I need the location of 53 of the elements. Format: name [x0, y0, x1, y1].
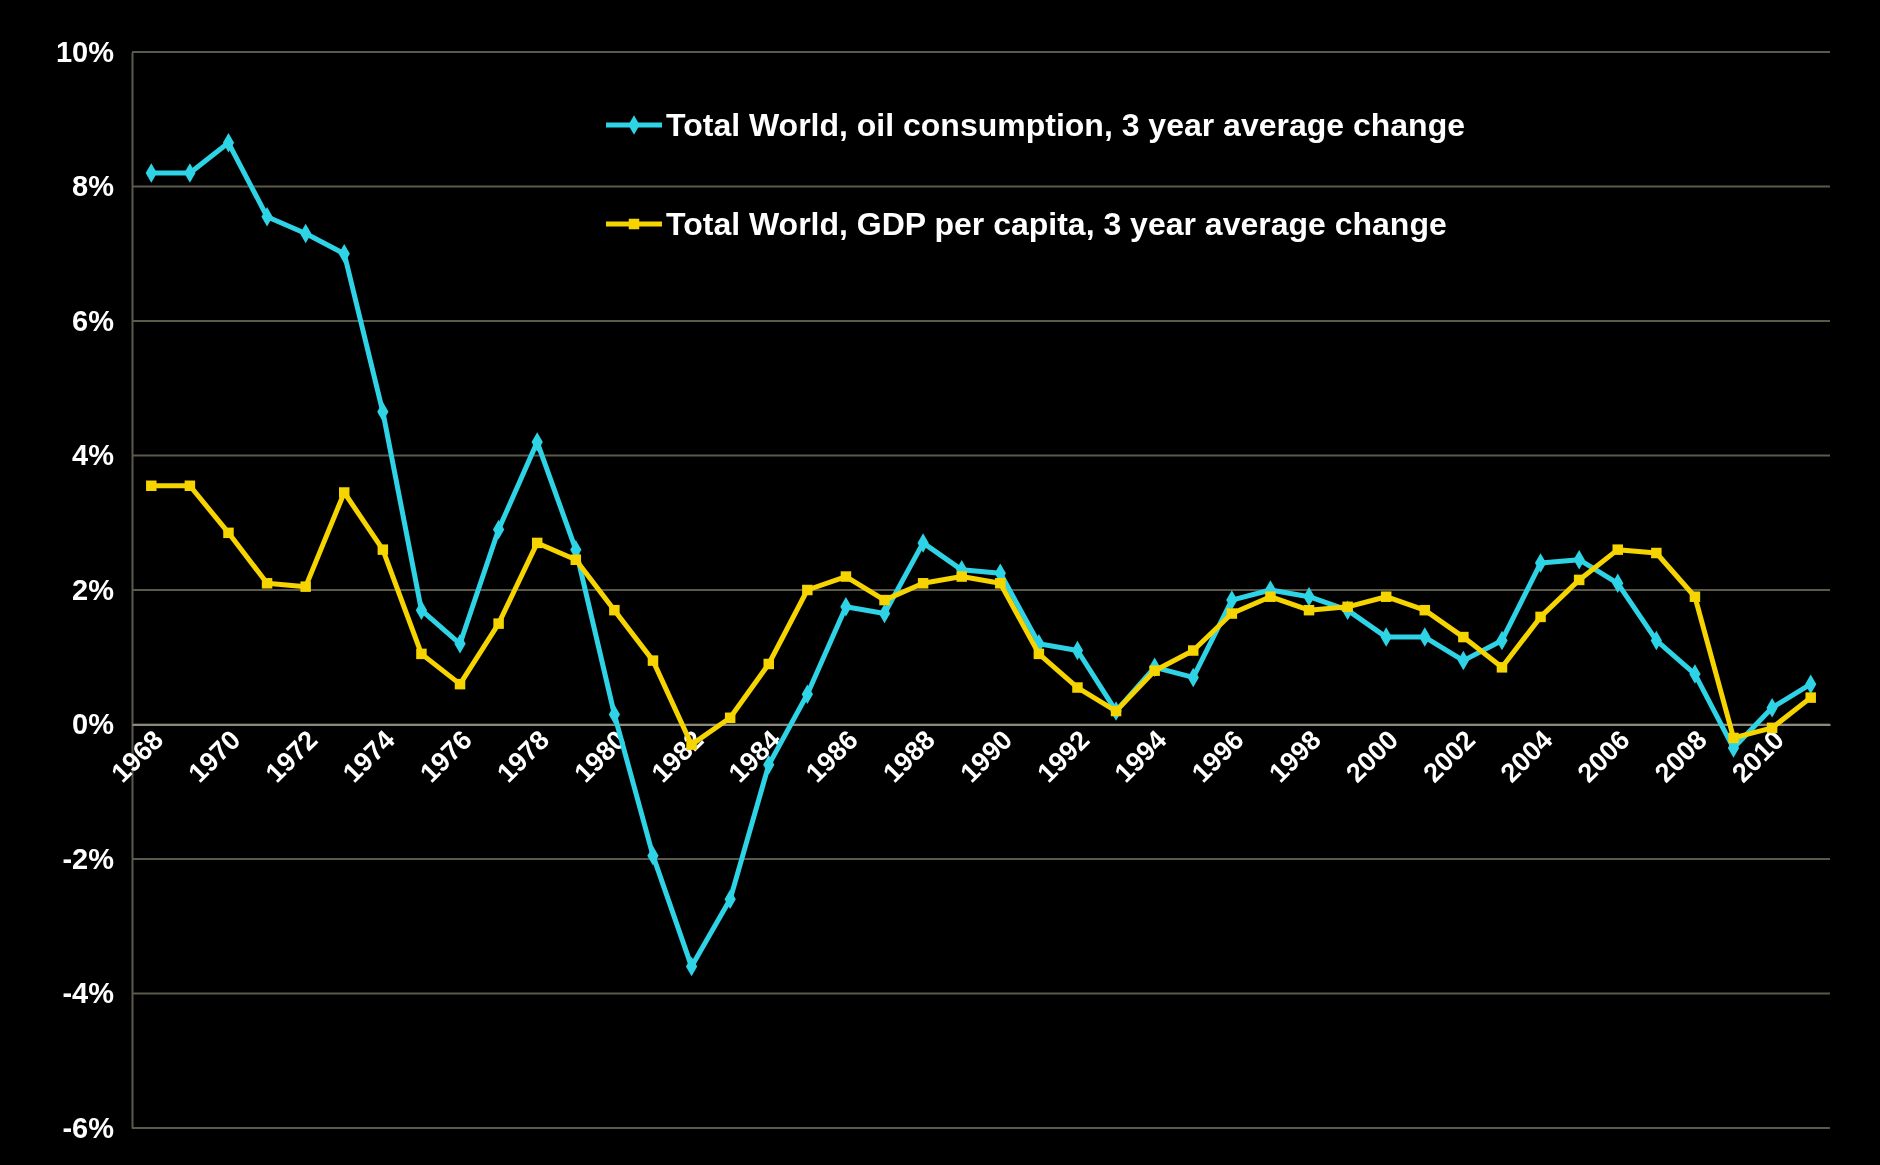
point: [1110, 705, 1122, 717]
point: [1072, 682, 1083, 693]
point: [956, 571, 967, 582]
point: [1805, 692, 1816, 703]
y-tick-label: -4%: [62, 977, 115, 1010]
point: [493, 618, 504, 629]
point: [1380, 591, 1392, 602]
point: [184, 480, 196, 492]
point: [146, 480, 157, 492]
legend-label: Total World, GDP per capita, 3 year average change: [666, 206, 1447, 243]
y-tick-label: 0%: [72, 708, 115, 741]
point: [1496, 662, 1508, 673]
point: [1458, 631, 1469, 643]
point: [1766, 722, 1778, 734]
point: [763, 658, 774, 670]
point: [802, 584, 813, 596]
point: [840, 571, 852, 582]
point: [995, 578, 1006, 589]
point: [1188, 645, 1199, 656]
point: [261, 578, 273, 589]
point: [1535, 611, 1546, 623]
point: [300, 581, 311, 592]
point: [570, 554, 582, 565]
point: [647, 655, 659, 666]
y-tick-label: 2%: [72, 573, 115, 606]
point: [609, 604, 620, 616]
point: [724, 712, 736, 724]
y-tick-label: -6%: [62, 1111, 115, 1144]
point: [1226, 608, 1238, 619]
point: [1149, 665, 1160, 676]
y-tick-label: -2%: [62, 842, 115, 875]
y-tick-label: 6%: [72, 304, 115, 337]
point: [1303, 604, 1315, 616]
point: [454, 678, 466, 690]
point: [1419, 604, 1431, 616]
point: [1265, 591, 1276, 602]
point: [1651, 547, 1662, 559]
point: [377, 544, 389, 555]
point: [1612, 544, 1623, 555]
y-tick-label: 10%: [55, 35, 115, 68]
point: [917, 578, 929, 589]
point: [416, 648, 427, 660]
point: [1342, 601, 1353, 613]
y-tick-label: 8%: [72, 170, 115, 203]
legend-label: Total World, oil consumption, 3 year average change: [666, 107, 1465, 144]
point: [1573, 574, 1585, 586]
point: [1033, 648, 1045, 660]
point: [531, 537, 543, 549]
point: [1689, 591, 1701, 602]
point: [223, 527, 234, 539]
point: [879, 594, 890, 606]
point: [339, 487, 350, 498]
y-tick-label: 4%: [72, 439, 115, 472]
